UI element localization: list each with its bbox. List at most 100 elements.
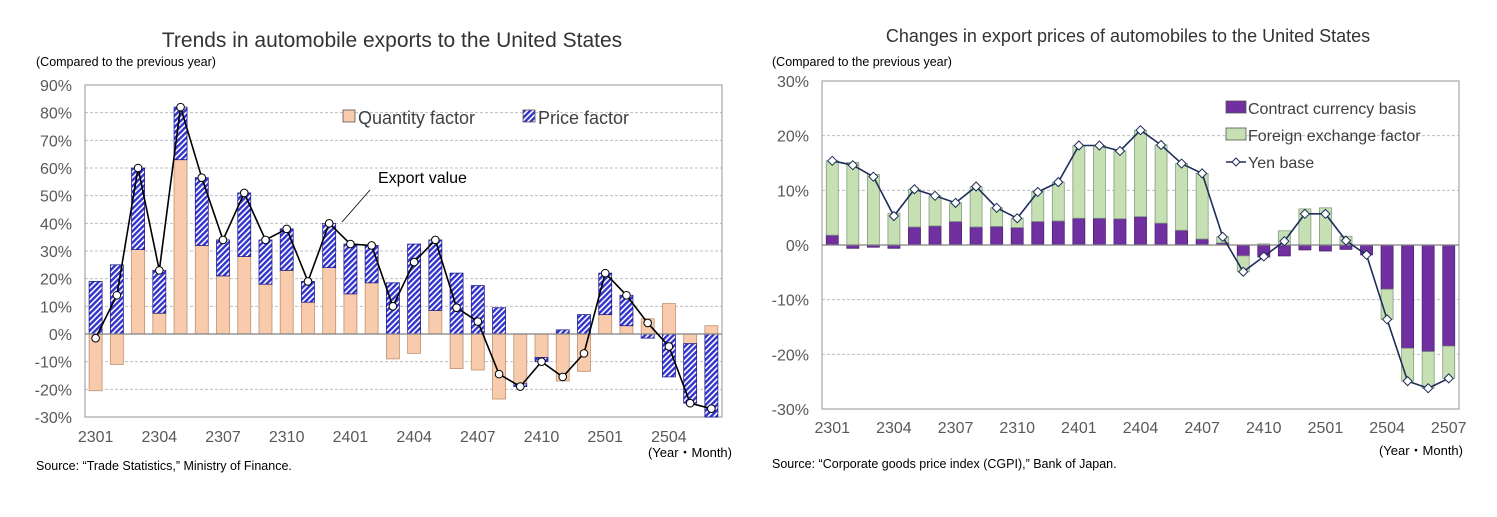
y-tick-label: -30% [35,410,72,427]
y-tick-label: 10% [777,183,809,200]
line-point [1012,213,1023,224]
bar-quantity-factor [364,282,379,335]
bar-quantity-factor [513,333,528,385]
bar-quantity-factor [343,293,358,335]
line-point [1258,251,1269,262]
x-tick-label: 2404 [1123,420,1159,437]
line-point [1402,375,1413,387]
bar-quantity-factor [194,245,209,335]
bar-quantity-factor [704,325,719,335]
x-tick-label: 2307 [205,429,241,446]
chart-2: Changes in export prices of automobiles … [772,26,1467,471]
legend-label: Contract currency basis [1248,101,1416,118]
y-axis-label: (Compared to the previous year) [36,55,216,69]
x-tick-label: 2407 [1184,420,1220,437]
chart-title: Trends in automobile exports to the Unit… [162,29,622,52]
line-point [1340,235,1352,246]
legend-swatch [342,109,356,123]
bar-price-factor [216,239,230,277]
line-point [537,357,546,366]
x-tick-label: 2404 [396,429,432,446]
bar-quantity-factor [449,333,464,369]
y-tick-label: 0% [49,327,72,344]
line-point [1114,145,1126,157]
x-tick-label: 2410 [524,429,560,446]
bar-quantity-factor [173,159,188,335]
line-point [452,303,461,313]
line-point [1196,168,1208,179]
line-point [600,268,610,278]
bar-foreign-exchange-factor [1072,145,1086,219]
line-point [261,235,270,245]
line-point [970,181,982,192]
line-point [1217,231,1228,243]
bar-foreign-exchange-factor [1093,145,1106,219]
bar-quantity-factor [683,333,698,345]
y-tick-label: 60% [40,161,72,178]
x-tick-label: 2307 [938,420,974,437]
y-tick-label: 70% [40,133,72,150]
line-point [950,197,961,209]
line-point [1094,140,1105,151]
line-point [1238,266,1249,277]
bar-contract-currency-basis [1093,217,1106,246]
bar-foreign-exchange-factor [969,186,983,228]
bar-quantity-factor [385,333,400,360]
bar-foreign-exchange-factor [1154,144,1168,224]
x-tick-label: 2301 [78,429,114,446]
x-tick-label: 2304 [142,429,178,446]
line-point [1422,383,1434,394]
bar-price-factor [492,307,506,335]
bar-foreign-exchange-factor [1051,181,1065,222]
line-point [367,241,376,250]
bar-contract-currency-basis [990,226,1004,246]
bar-price-factor [577,314,591,335]
legend-label: Quantity factor [358,108,475,128]
bar-contract-currency-basis [1195,238,1209,246]
annotation-leader-line [341,189,371,223]
bar-contract-currency-basis [1236,244,1250,257]
bar-price-factor [343,243,358,295]
bar-contract-currency-basis [908,226,921,246]
bar-price-factor [279,228,294,271]
bar-contract-currency-basis [1051,220,1065,246]
bar-price-factor [258,239,273,285]
line-point [622,290,631,300]
line-point [1032,186,1043,198]
line-point [685,398,695,408]
line-point [91,333,100,343]
line-point [847,159,859,171]
y-tick-label: 0% [786,238,809,255]
line-point [112,290,122,300]
line-point [1279,235,1290,247]
y-axis-label: (Compared to the previous year) [772,55,952,69]
x-tick-label: 2401 [333,429,369,446]
x-tick-label: 2401 [1061,420,1097,437]
bar-price-factor [364,245,379,284]
y-tick-label: 90% [40,78,72,95]
x-tick-label: 2507 [1431,420,1467,437]
chart-title: Changes in export prices of automobiles … [886,26,1370,46]
y-tick-label: 10% [40,299,72,316]
line-point [515,382,525,391]
x-axis-unit: (Year・Month) [1379,443,1463,458]
y-tick-label: -10% [772,293,809,310]
bar-foreign-exchange-factor [846,162,860,246]
bar-contract-currency-basis [1010,227,1024,246]
y-tick-label: 80% [40,106,72,123]
legend-label: Yen base [1248,155,1314,172]
export-value-annotation: Export value [378,170,467,187]
bar-contract-currency-basis [1175,229,1188,246]
y-tick-label: 30% [777,74,809,91]
line-point [1381,314,1393,325]
bar-quantity-factor [301,301,315,335]
line-point [133,163,143,173]
x-tick-label: 2410 [1246,420,1282,437]
bar-quantity-factor [598,314,613,335]
bar-price-factor [428,239,443,311]
line-point [827,155,838,167]
line-export-value [94,106,712,410]
bar-contract-currency-basis [1154,222,1168,246]
line-point [494,369,504,379]
